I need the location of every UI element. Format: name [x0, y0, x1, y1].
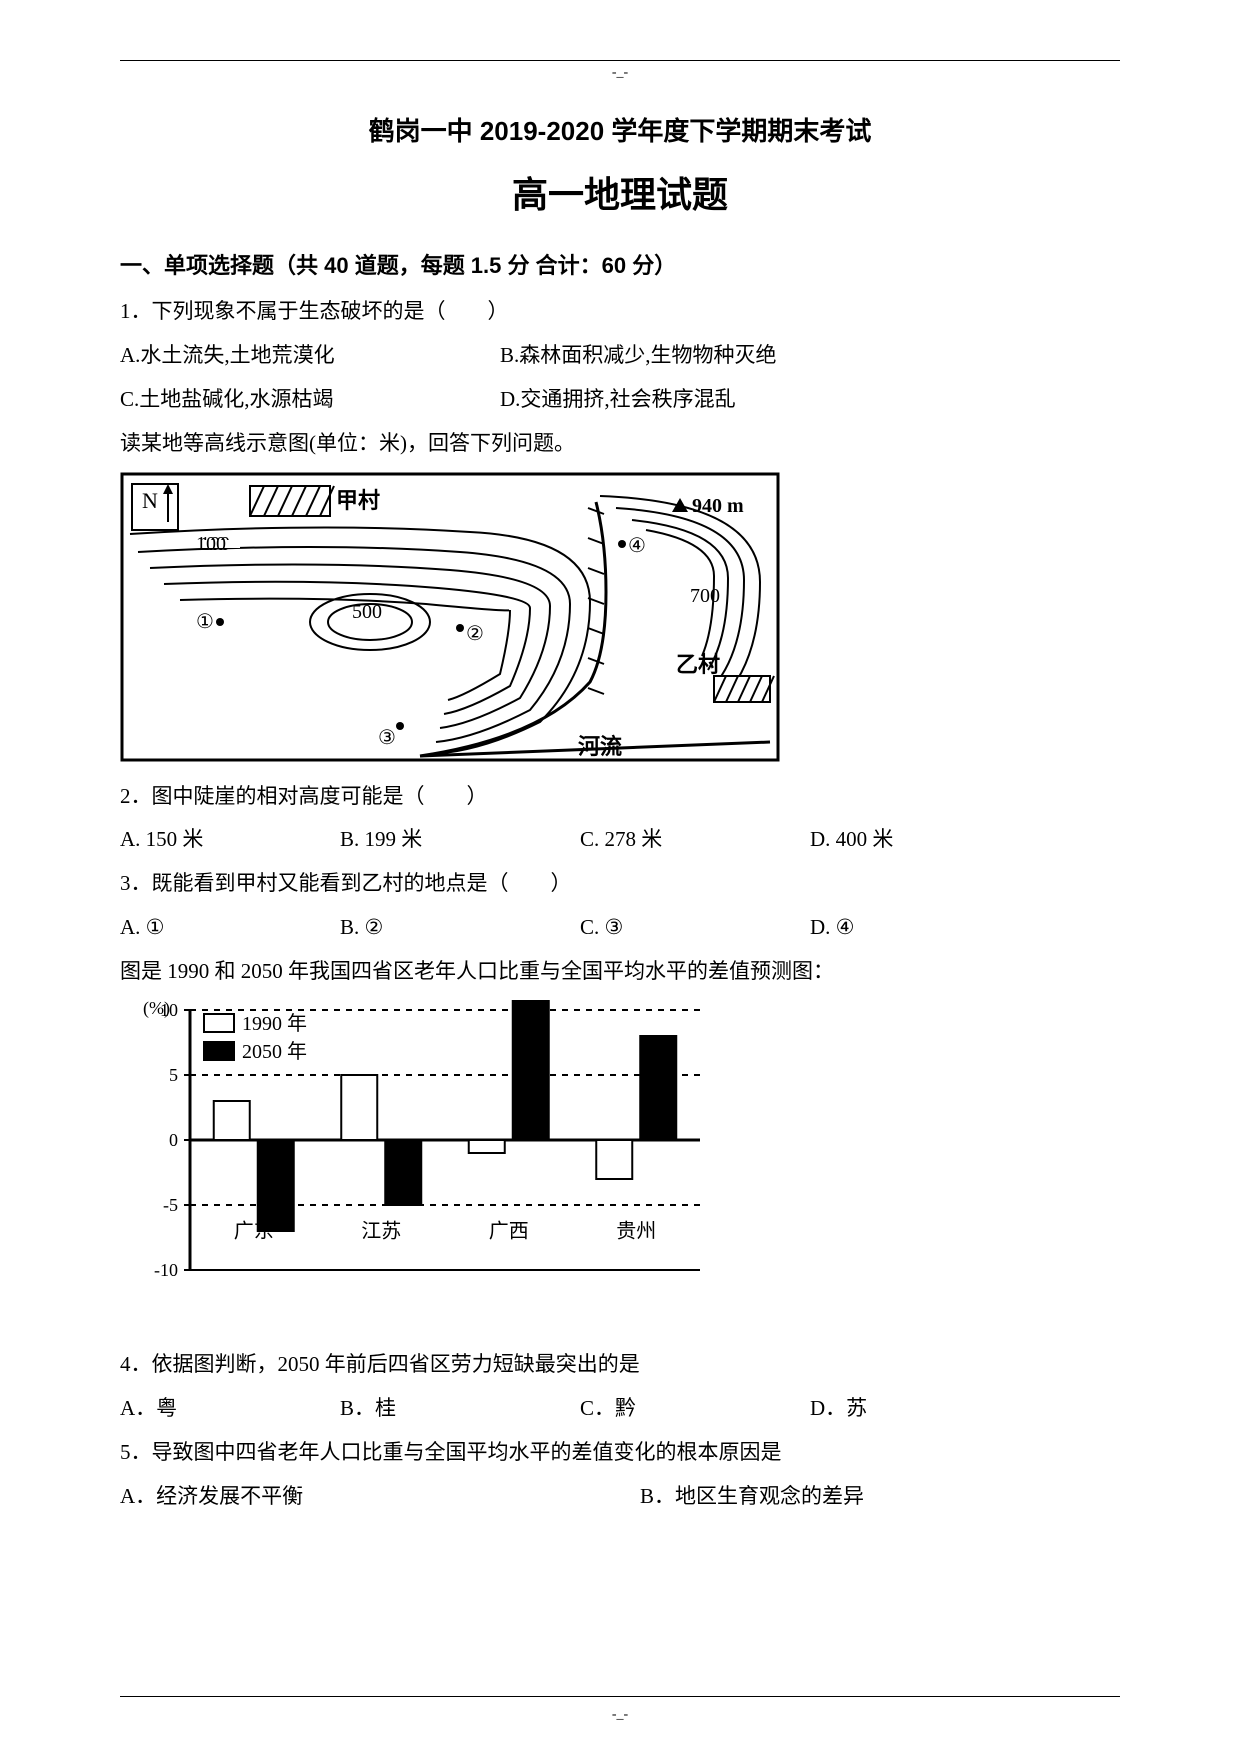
section-1-heading: 一、单项选择题（共 40 道题，每题 1.5 分 合计：60 分） [120, 248, 1120, 280]
svg-text:100: 100 [196, 533, 226, 555]
footer-mark: -_- [0, 1707, 1240, 1723]
svg-text:江苏: 江苏 [361, 1220, 401, 1243]
contour-map-svg: N甲村100100500940 m700河流乙村①②③④ [120, 472, 780, 762]
q4-optA: A．粤 [120, 1389, 340, 1429]
svg-text:500: 500 [352, 601, 382, 623]
q2-optB: B. 199 米 [340, 820, 580, 860]
svg-text:-5: -5 [163, 1195, 178, 1215]
q4-optB: B．桂 [340, 1389, 580, 1429]
footer-rule [120, 1696, 1120, 1697]
q3-text: 3．既能看到甲村又能看到乙村的地点是（ ） [120, 864, 1120, 904]
q2-optC: C. 278 米 [580, 820, 810, 860]
q5-row1: A．经济发展不平衡 B．地区生育观念的差异 [120, 1477, 1120, 1517]
exam-title-line1: 鹤岗一中 2019-2020 学年度下学期期末考试 [120, 111, 1120, 148]
q5-text: 5．导致图中四省老年人口比重与全国平均水平的差值变化的根本原因是 [120, 1433, 1120, 1473]
q2-optA: A. 150 米 [120, 820, 340, 860]
q3-options: A. ① B. ② C. ③ D. ④ [120, 908, 1120, 948]
svg-text:广东: 广东 [234, 1220, 274, 1243]
svg-text:700: 700 [690, 585, 720, 607]
q1-text: 1．下列现象不属于生态破坏的是（ ） [120, 292, 1120, 332]
svg-text:①: ① [196, 611, 214, 633]
q4-text: 4．依据图判断，2050 年前后四省区劳力短缺最突出的是 [120, 1345, 1120, 1385]
q1-optA: A.水土流失,土地荒漠化 [120, 336, 500, 376]
svg-text:②: ② [466, 623, 484, 645]
q3-optA: A. ① [120, 908, 340, 948]
q1-row2: C.土地盐碱化,水源枯竭 D.交通拥挤,社会秩序混乱 [120, 380, 1120, 420]
header-mark: -_- [120, 65, 1120, 81]
svg-text:④: ④ [628, 535, 646, 557]
q1-optC: C.土地盐碱化,水源枯竭 [120, 380, 500, 420]
exam-title-line2: 高一地理试题 [120, 166, 1120, 218]
svg-text:③: ③ [378, 727, 396, 749]
q4-optD: D．苏 [810, 1389, 867, 1429]
q1-optD: D.交通拥挤,社会秩序混乱 [500, 380, 736, 420]
q3-optD: D. ④ [810, 908, 855, 948]
svg-text:N: N [142, 488, 158, 513]
q3-optB: B. ② [340, 908, 580, 948]
q2-optD: D. 400 米 [810, 820, 893, 860]
q2-options: A. 150 米 B. 199 米 C. 278 米 D. 400 米 [120, 820, 1120, 860]
svg-text:1990 年: 1990 年 [242, 1012, 307, 1035]
q4-optC: C．黔 [580, 1389, 810, 1429]
svg-text:贵州: 贵州 [616, 1220, 656, 1243]
svg-text:2050 年: 2050 年 [242, 1040, 307, 1063]
q5-optA: A．经济发展不平衡 [120, 1477, 640, 1517]
svg-text:乙村: 乙村 [676, 652, 720, 677]
q1-row1: A.水土流失,土地荒漠化 B.森林面积减少,生物物种灭绝 [120, 336, 1120, 376]
q2-text: 2．图中陡崖的相对高度可能是（ ） [120, 777, 1120, 817]
q3-optC: C. ③ [580, 908, 810, 948]
svg-text:河流: 河流 [578, 734, 622, 759]
svg-text:940 m: 940 m [692, 495, 744, 517]
svg-text:(%): (%) [143, 1000, 170, 1019]
contour-map-figure: N甲村100100500940 m700河流乙村①②③④ [120, 472, 1120, 767]
chart-intro: 图是 1990 和 2050 年我国四省区老年人口比重与全国平均水平的差值预测图… [120, 952, 1120, 992]
bar-chart-svg: -10-50510(%)广东江苏广西贵州1990 年2050 年 [120, 1000, 710, 1300]
svg-text:5: 5 [169, 1065, 178, 1085]
q1-optB: B.森林面积减少,生物物种灭绝 [500, 336, 777, 376]
q4-options: A．粤 B．桂 C．黔 D．苏 [120, 1389, 1120, 1429]
q5-optB: B．地区生育观念的差异 [640, 1477, 864, 1517]
svg-text:-10: -10 [154, 1260, 178, 1280]
svg-text:广西: 广西 [489, 1220, 529, 1243]
header-rule [120, 60, 1120, 61]
svg-text:0: 0 [169, 1130, 178, 1150]
bar-chart-figure: -10-50510(%)广东江苏广西贵州1990 年2050 年 [120, 1000, 1120, 1305]
map-intro: 读某地等高线示意图(单位：米)，回答下列问题。 [120, 424, 1120, 464]
svg-text:甲村: 甲村 [336, 488, 380, 513]
